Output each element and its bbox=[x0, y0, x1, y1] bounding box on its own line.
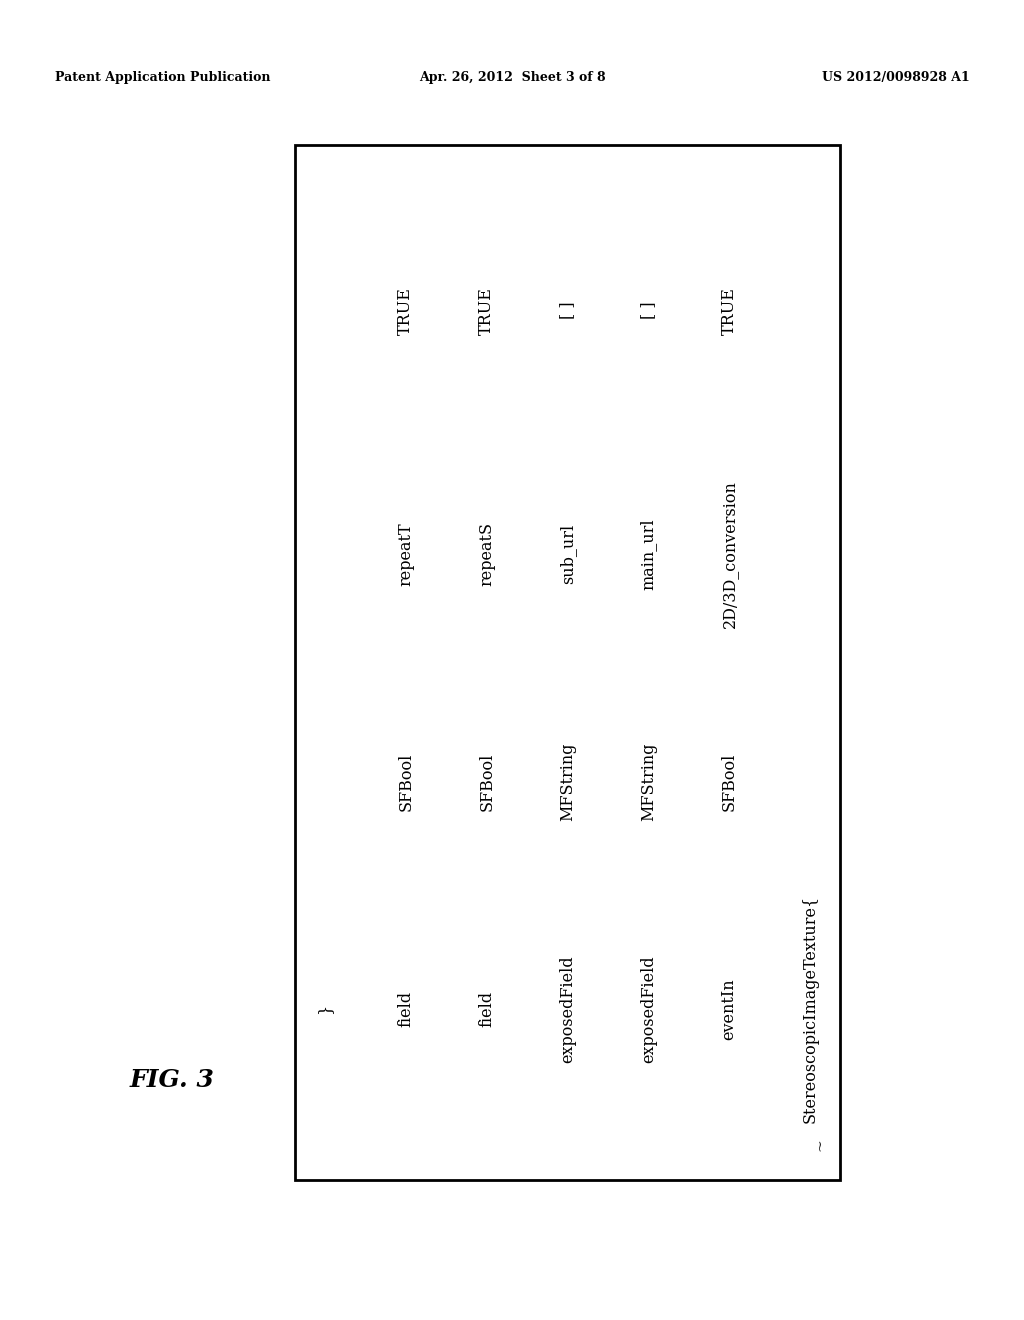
Text: Apr. 26, 2012  Sheet 3 of 8: Apr. 26, 2012 Sheet 3 of 8 bbox=[419, 71, 605, 84]
Text: 2D/3D_conversion: 2D/3D_conversion bbox=[721, 480, 737, 628]
Text: MFString: MFString bbox=[559, 742, 575, 821]
Text: repeatS: repeatS bbox=[478, 521, 496, 586]
Text: }: } bbox=[316, 1005, 334, 1014]
Text: SFBool: SFBool bbox=[397, 752, 415, 810]
Text: eventIn: eventIn bbox=[721, 978, 737, 1040]
Text: Patent Application Publication: Patent Application Publication bbox=[55, 71, 270, 84]
Text: TRUE: TRUE bbox=[721, 286, 737, 334]
Text: ~: ~ bbox=[813, 1139, 827, 1151]
Text: repeatT: repeatT bbox=[397, 521, 415, 586]
Text: TRUE: TRUE bbox=[478, 286, 496, 334]
Text: SFBool: SFBool bbox=[721, 752, 737, 810]
Bar bbox=[295, 145, 840, 1180]
Text: US 2012/0098928 A1: US 2012/0098928 A1 bbox=[822, 71, 970, 84]
Text: sub_url: sub_url bbox=[559, 524, 575, 583]
Text: MFString: MFString bbox=[640, 742, 656, 821]
Text: [ ]: [ ] bbox=[640, 302, 656, 319]
Text: [ ]: [ ] bbox=[559, 302, 575, 319]
Text: field: field bbox=[478, 991, 496, 1027]
Text: StereoscopicImageTexture{: StereoscopicImageTexture{ bbox=[802, 895, 818, 1123]
Text: SFBool: SFBool bbox=[478, 752, 496, 810]
Text: exposedField: exposedField bbox=[559, 956, 575, 1063]
Text: main_url: main_url bbox=[640, 517, 656, 590]
Text: exposedField: exposedField bbox=[640, 956, 656, 1063]
Text: field: field bbox=[397, 991, 415, 1027]
Text: FIG. 3: FIG. 3 bbox=[130, 1068, 215, 1092]
Text: TRUE: TRUE bbox=[397, 286, 415, 334]
